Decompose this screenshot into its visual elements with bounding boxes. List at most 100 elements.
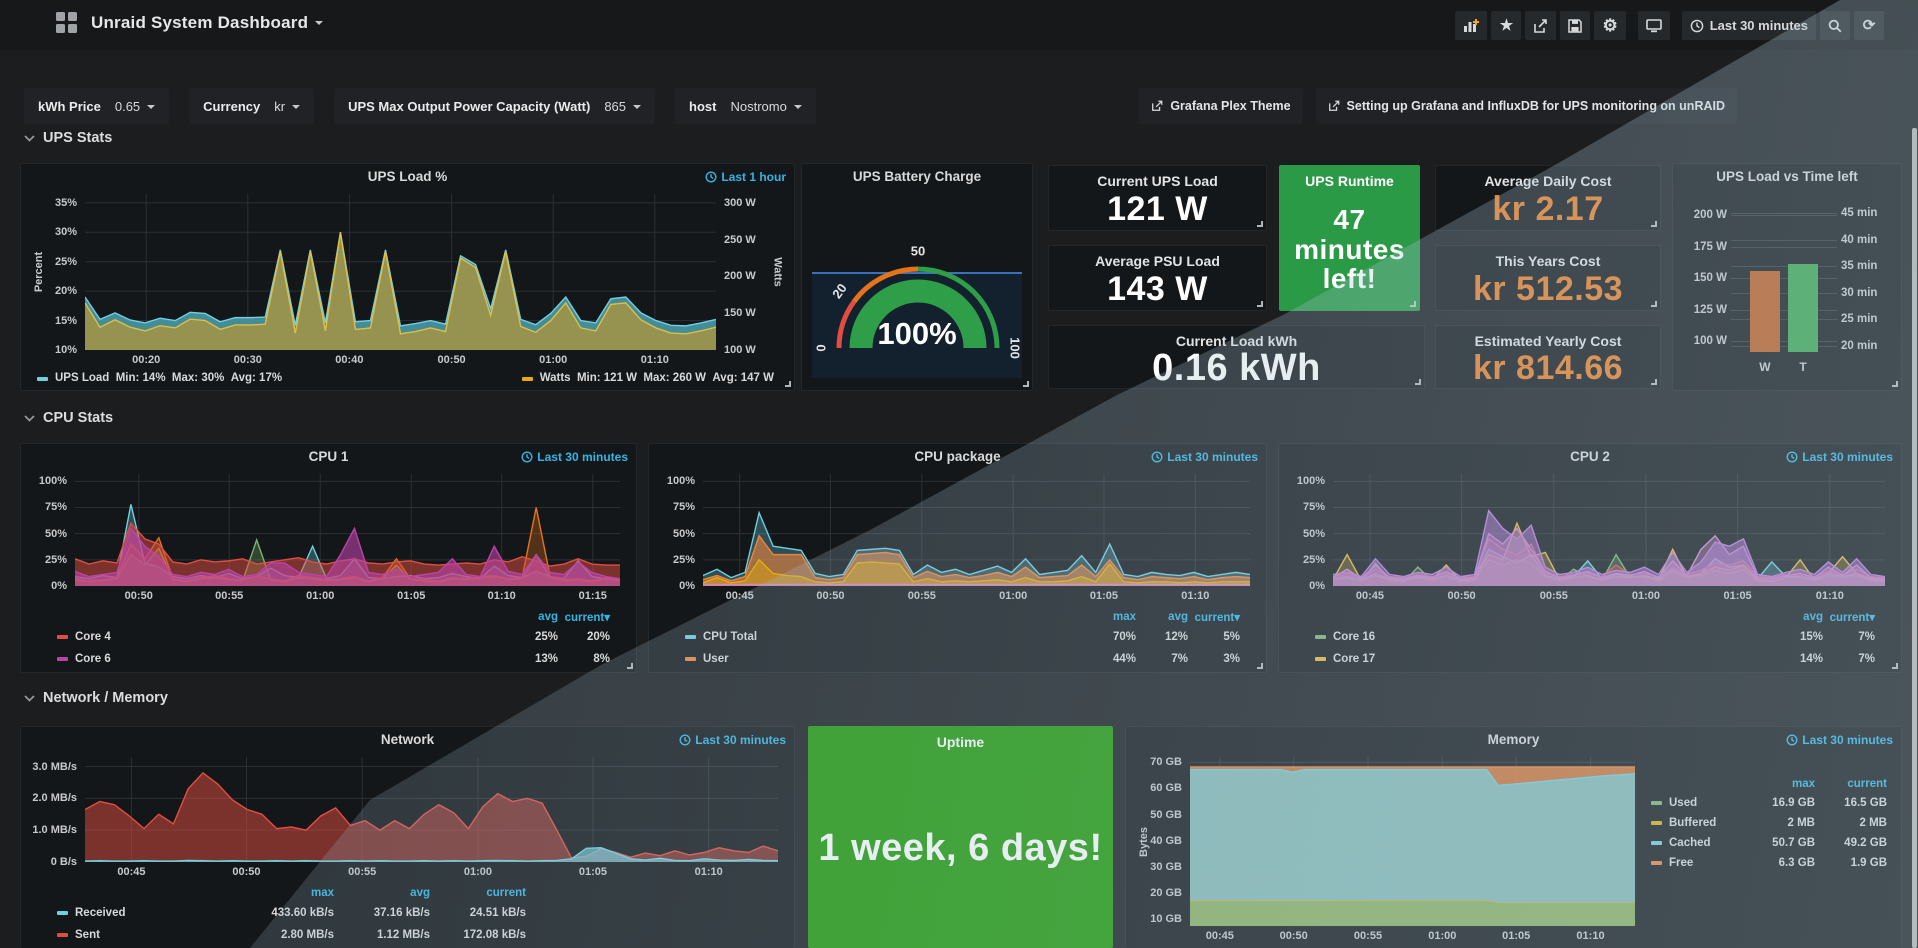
legend-header-max[interactable]: max [1791,778,1815,790]
x-axis-tick: 01:05 [1089,590,1119,602]
refresh-button[interactable]: ⟳ [1854,11,1884,40]
resize-handle[interactable] [1415,379,1421,385]
legend-value: 433.60 kB/s [271,907,334,919]
legend-series-toggle[interactable]: Received [57,907,238,919]
legend-header-avg[interactable]: avg [1168,611,1188,623]
legend-series-toggle[interactable]: Core 4 [57,631,506,643]
panel-title[interactable]: CPU package [914,449,1001,464]
variable-ups-max-output-power-capacity-watt[interactable]: UPS Max Output Power Capacity (Watt) 865 [334,88,656,124]
legend-value: 3% [1223,653,1240,665]
network-chart[interactable]: 3.0 MB/s 2.0 MB/s 1.0 MB/s 0 B/s 00:45 00:50 0… [21,753,794,948]
variable-kwh-price[interactable]: kWh Price 0.65 [24,88,170,124]
panel-title[interactable]: Memory [1487,732,1540,747]
bar-w[interactable] [1749,270,1780,352]
legend-series-toggle[interactable]: Sent [57,929,238,941]
legend-header-max[interactable]: max [310,887,334,899]
chevron-down-icon [24,414,35,422]
legend-header-current[interactable]: current [486,887,526,899]
section-cpu-stats[interactable]: CPU Stats [24,410,113,426]
time-range-badge[interactable]: Last 30 minutes [1151,450,1258,464]
variable-value-dropdown[interactable]: 0.65 [115,99,156,114]
panel-title[interactable]: UPS Load % [367,169,448,184]
variable-value-dropdown[interactable]: kr [274,99,301,114]
x-axis-tick: 01:05 [1502,930,1531,942]
time-range-badge[interactable]: Last 30 minutes [1786,733,1893,747]
dashboard-link-setting-up-grafana-and-influxd[interactable]: Setting up Grafana and InfluxDB for UPS … [1315,88,1737,124]
resize-handle[interactable] [1892,663,1898,669]
time-range-badge[interactable]: Last 30 minutes [1786,450,1893,464]
apps-grid-icon[interactable] [56,12,77,33]
save-button[interactable] [1560,11,1591,40]
memory-chart[interactable]: 70 GB 60 GB 50 GB 40 GB 30 GB 20 GB 10 GB Bytes… [1126,753,1901,948]
legend-row-core-16: Core 16 15% 7% [1315,626,1875,648]
resize-handle[interactable] [1257,663,1263,669]
legend-series-toggle[interactable]: Free [1651,857,1737,869]
legend-header-avg[interactable]: avg [1803,611,1823,623]
dashboard-links: Grafana Plex Theme Setting up Grafana and… [1139,88,1737,124]
panel-title[interactable]: UPS Battery Charge [852,169,982,184]
legend-series-toggle[interactable]: Core 17 [1315,653,1771,665]
legend-header-current[interactable]: current▾ [564,612,610,624]
cpu1-chart[interactable]: 100% 75% 50% 25% 0% 00:50 00:55 01:00 01:05 01:10… [21,470,636,672]
legend-series-toggle[interactable]: Core 16 [1315,631,1771,643]
time-range-badge[interactable]: Last 30 minutes [679,733,786,747]
legend-header-avg[interactable]: avg [410,887,430,899]
share-button[interactable] [1525,11,1557,40]
legend-item-watts[interactable]: Watts Min: 121 W Max: 260 W Avg: 147 W [521,372,774,384]
panel-title[interactable]: CPU 1 [308,449,349,464]
legend-series-toggle[interactable]: Buffered [1651,817,1737,829]
ups-load-chart[interactable]: 35% 30% 25% 20% 15% 10% 300 W 250 W 200 W 150 W 10… [21,190,794,390]
variable-value-dropdown[interactable]: Nostromo [730,99,802,114]
chevron-down-icon [633,105,642,110]
resize-handle[interactable] [1023,381,1029,387]
cycle-view-button[interactable] [1637,11,1670,40]
scrollbar-thumb[interactable] [1912,128,1917,948]
search-button[interactable] [1820,11,1850,40]
resize-handle[interactable] [1651,221,1657,227]
legend-header-current[interactable]: current▾ [1829,612,1875,624]
time-range-picker[interactable]: Last 30 minutes [1681,11,1816,40]
resize-handle[interactable] [1892,381,1898,387]
star-button[interactable]: ★ [1491,11,1522,40]
time-range-badge[interactable]: Last 30 minutes [521,450,628,464]
resize-handle[interactable] [1651,301,1657,307]
legend-header-current[interactable]: current [1847,778,1887,790]
section-ups-stats[interactable]: UPS Stats [24,130,112,146]
legend-series-toggle[interactable]: CPU Total [685,631,1084,643]
top-navbar: Unraid System Dashboard ★ ⚙ Last 30 minu… [0,0,1918,50]
add-panel-button[interactable] [1455,11,1488,40]
cpu-package-chart[interactable]: 100% 75% 50% 25% 0% 00:45 00:50 00:55 01:00 01:05… [649,470,1266,672]
panel-title[interactable]: CPU 2 [1570,449,1610,464]
cpu2-chart[interactable]: 100% 75% 50% 25% 0% 00:45 00:50 00:55 01:00 01:05… [1279,470,1901,672]
dashboard-title[interactable]: Unraid System Dashboard [91,13,324,33]
panel-title[interactable]: Network [380,732,435,747]
panel-cpu1: CPU 1 Last 30 minutes 100% 75% 50% 25% 0% 00:… [20,443,637,673]
variable-host[interactable]: host Nostromo [675,88,816,124]
resize-handle[interactable] [1651,379,1657,385]
resize-handle[interactable] [1257,301,1263,307]
bar-t[interactable] [1788,264,1819,352]
resize-handle[interactable] [627,663,633,669]
time-range-badge[interactable]: Last 1 hour [705,170,786,184]
legend-header-max[interactable]: max [1112,611,1136,623]
legend-series-toggle[interactable]: User [685,653,1084,665]
legend-series-toggle[interactable]: Core 6 [57,653,506,665]
ups-load-vs-time-chart[interactable]: W T 200 W 175 W 150 W 125 W 100 W 45 min 40 min 3… [1673,190,1901,390]
legend-header-current[interactable]: current▾ [1194,612,1240,624]
legend-item-ups-load[interactable]: UPS Load Min: 14% Max: 30% Avg: 17% [37,372,282,384]
resize-handle[interactable] [1257,221,1263,227]
panel-title[interactable]: UPS Load vs Time left [1716,169,1858,184]
bar-category-label: T [1799,360,1807,374]
resize-handle[interactable] [1410,301,1416,307]
legend-header-avg[interactable]: avg [538,611,558,623]
variable-value-dropdown[interactable]: 865 [604,99,642,114]
settings-button[interactable]: ⚙ [1594,11,1626,40]
legend-series-toggle[interactable]: Cached [1651,837,1737,849]
dashboard-link-grafana-plex-theme[interactable]: Grafana Plex Theme [1139,88,1303,124]
legend-value: 44% [1112,653,1136,665]
legend-series-toggle[interactable]: Used [1651,797,1737,809]
variable-currency[interactable]: Currency kr [189,88,315,124]
resize-handle[interactable] [785,381,791,387]
section-network-memory[interactable]: Network / Memory [24,690,168,706]
x-axis-tick: 00:50 [816,590,845,602]
